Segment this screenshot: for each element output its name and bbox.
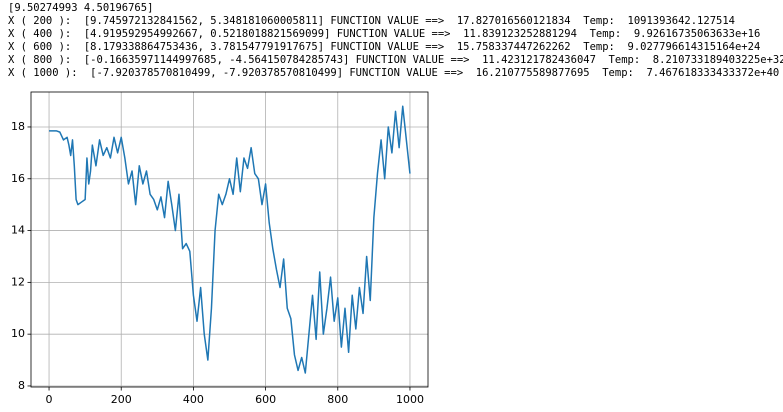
y-tick-label: 16 bbox=[11, 172, 25, 185]
y-tick-label: 18 bbox=[11, 120, 25, 133]
output-line: X ( 200 ): [9.745972132841562, 5.3481810… bbox=[8, 15, 735, 27]
output-line: X ( 600 ): [8.179338864753436, 3.7815477… bbox=[8, 41, 760, 53]
output-line: [9.50274993 4.50196765] bbox=[8, 2, 153, 14]
output-line: X ( 800 ): [-0.16635971144997685, -4.564… bbox=[8, 54, 783, 66]
y-tick-label: 10 bbox=[11, 327, 25, 340]
x-tick-label: 600 bbox=[255, 393, 276, 406]
data-line bbox=[49, 105, 411, 374]
x-tick-label: 200 bbox=[111, 393, 132, 406]
x-tick-label: 800 bbox=[327, 393, 348, 406]
x-tick-label: 1000 bbox=[396, 393, 424, 406]
output-line: X ( 1000 ): [-7.920378570810499, -7.9203… bbox=[8, 67, 779, 79]
y-tick-label: 12 bbox=[11, 275, 25, 288]
output-line: X ( 400 ): [4.919592954992667, 0.5218018… bbox=[8, 28, 760, 40]
x-tick-label: 400 bbox=[183, 393, 204, 406]
y-tick-label: 8 bbox=[18, 379, 25, 392]
x-tick-label: 0 bbox=[46, 393, 53, 406]
y-tick-label: 14 bbox=[11, 224, 25, 237]
plot-frame bbox=[30, 91, 429, 388]
